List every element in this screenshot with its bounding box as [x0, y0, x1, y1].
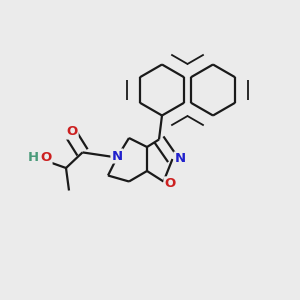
Text: O: O — [66, 125, 78, 139]
Text: O: O — [40, 151, 52, 164]
Text: O: O — [164, 177, 176, 190]
Text: H: H — [27, 151, 39, 164]
Text: N: N — [174, 152, 186, 166]
Text: N: N — [111, 149, 123, 163]
